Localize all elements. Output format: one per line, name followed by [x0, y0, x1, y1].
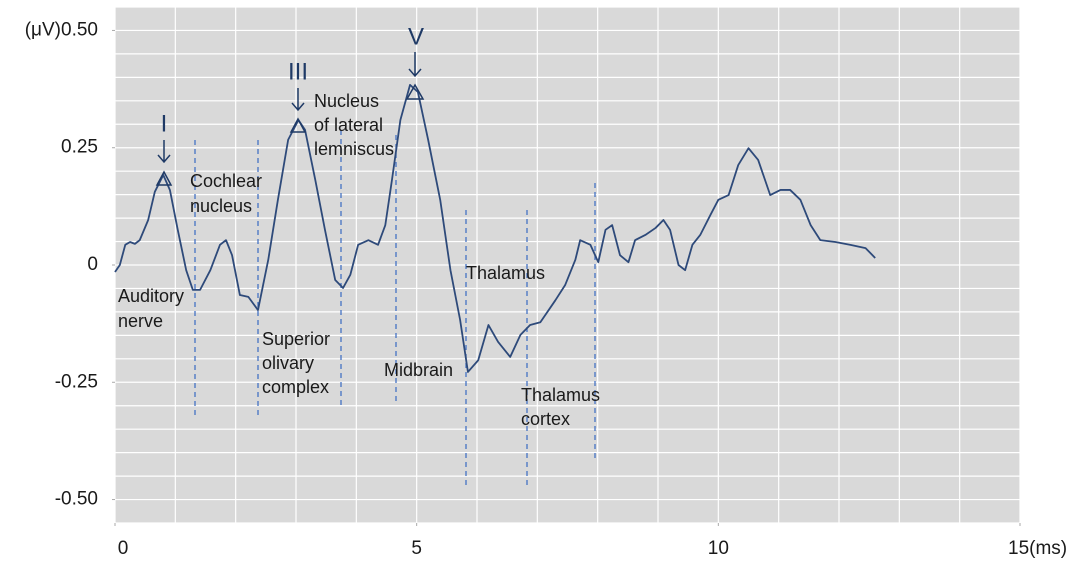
y-tick-label: -0.50	[55, 489, 98, 510]
region-label: Thalamus cortex	[521, 385, 605, 429]
y-tick-label: 0.25	[61, 137, 98, 158]
region-label: Midbrain	[384, 360, 453, 380]
label-line: Nucleus	[314, 91, 379, 111]
label-line: olivary	[262, 353, 314, 373]
boundaries	[194, 130, 596, 488]
y-tick-label: 0	[87, 254, 98, 275]
peak-triangle	[289, 117, 307, 133]
waveform	[114, 83, 876, 373]
x-tick-label: 10	[708, 538, 729, 559]
label-line: nucleus	[190, 196, 252, 216]
region-label: Superior olivary complex	[262, 329, 335, 397]
axes: (μV)0.50 0.25 0 -0.25 -0.50 0 5 10 15(ms)	[25, 19, 1067, 559]
peak-triangle	[405, 83, 425, 100]
peak-label: I	[161, 110, 168, 137]
peak-markers: I III V	[155, 23, 425, 186]
arrow	[408, 52, 422, 78]
peak-triangle	[155, 170, 173, 186]
label-line: complex	[262, 377, 329, 397]
series	[114, 83, 876, 373]
region-label: Nucleus of lateral lemniscus	[314, 91, 394, 159]
label-line: Superior	[262, 329, 330, 349]
region-label: Thalamus	[466, 263, 545, 283]
label-line: Cochlear	[190, 171, 262, 191]
x-tick-label: 0	[118, 538, 129, 559]
arrow	[291, 88, 305, 112]
arrow	[157, 140, 171, 164]
peak-label: V	[408, 23, 424, 50]
peak-label: III	[288, 58, 308, 85]
y-tick-label: -0.25	[55, 371, 98, 392]
label-line: Thalamus	[521, 385, 600, 405]
label-line: cortex	[521, 409, 570, 429]
x-tick-label: 5	[411, 538, 422, 559]
region-labels: Auditory nerve Cochlear nucleus Superior…	[118, 91, 605, 429]
region-label: Auditory nerve	[118, 286, 189, 331]
label-line: nerve	[118, 311, 163, 331]
grid	[114, 6, 1021, 524]
label-line: lemniscus	[314, 139, 394, 159]
y-tick-label: (μV)0.50	[25, 19, 98, 40]
x-tick-label: 15(ms)	[1008, 538, 1067, 559]
region-label: Cochlear nucleus	[190, 171, 267, 216]
label-line: of lateral	[314, 115, 383, 135]
label-line: Auditory	[118, 286, 184, 306]
